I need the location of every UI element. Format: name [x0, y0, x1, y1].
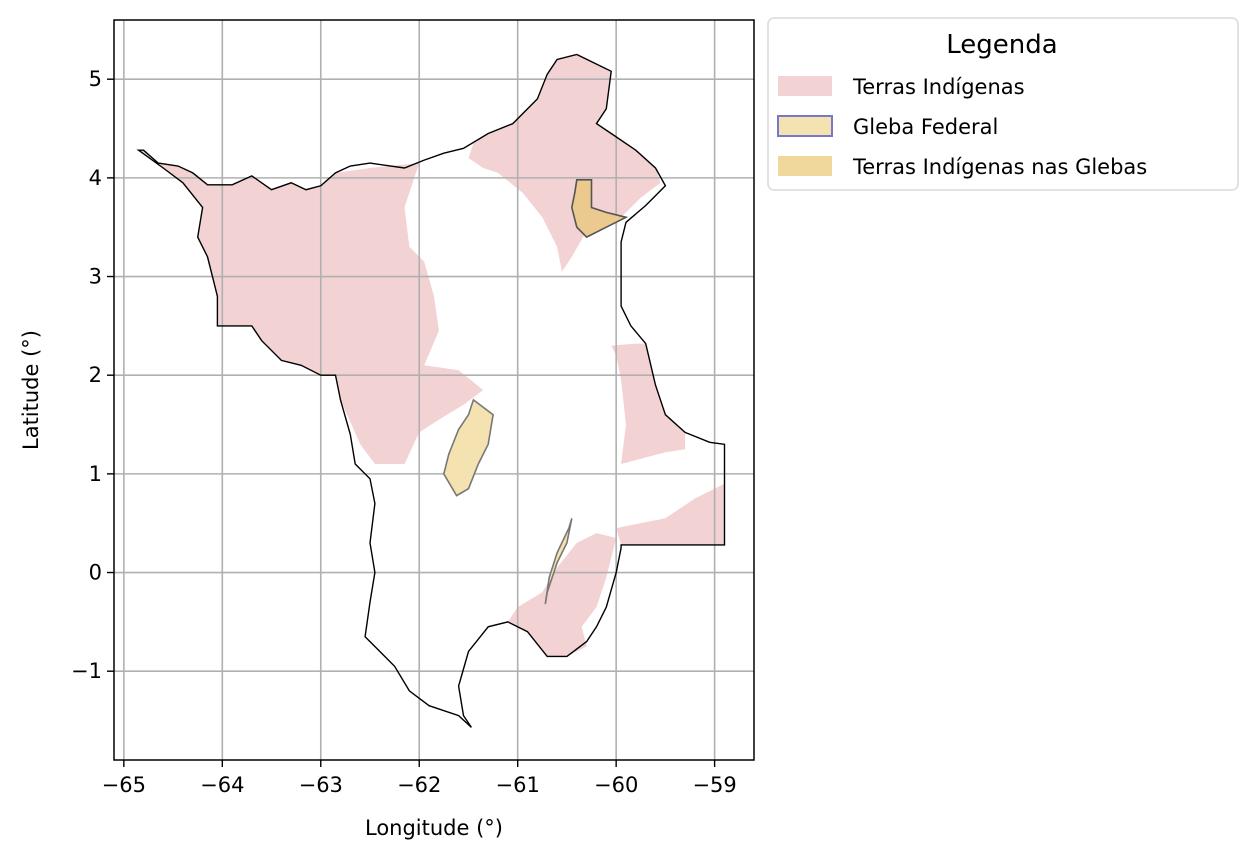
indigenous-land-south — [507, 533, 617, 657]
gleba-federal-south — [544, 518, 573, 605]
gridlines — [114, 20, 754, 760]
x-tick-label: −62 — [397, 773, 441, 797]
y-tick-label: −1 — [71, 659, 102, 683]
gleba-federal-north — [570, 179, 629, 239]
y-tick-label: 2 — [89, 363, 102, 387]
x-axis-title: Longitude (°) — [365, 816, 503, 840]
x-tick-label: −60 — [594, 773, 638, 797]
x-tick-label: −59 — [692, 773, 736, 797]
boundary-line — [136, 53, 726, 728]
x-axis-ticks: −65 −64 −63 −62 −61 −60 −59 — [102, 760, 737, 797]
legend-title: Legenda — [946, 30, 1057, 60]
legend-frame — [767, 17, 1239, 191]
gleba-federal-central — [442, 398, 494, 497]
y-tick-label: 4 — [89, 166, 102, 190]
legend-label-gleba: Gleba Federal — [853, 115, 998, 139]
x-tick-label: −65 — [102, 773, 146, 797]
legend-swatch-indigenous — [778, 76, 832, 96]
x-tick-label: −63 — [299, 773, 343, 797]
legend-label-indigenous-in-glebas: Terras Indígenas nas Glebas — [852, 155, 1147, 179]
legend-swatch-gleba — [777, 115, 833, 137]
y-tick-label: 0 — [89, 561, 102, 585]
y-axis-ticks: −1 0 1 2 3 4 5 — [71, 67, 114, 683]
indigenous-land-west — [138, 150, 484, 464]
map-overlays — [136, 53, 726, 728]
legend-swatch-indigenous-in-glebas — [778, 156, 832, 176]
x-tick-label: −64 — [200, 773, 244, 797]
indigenous-land-southeast — [616, 483, 725, 545]
indigenous-land-east — [611, 343, 686, 464]
legend: Legenda Terras Indígenas Gleba Federal T… — [767, 17, 1239, 191]
y-tick-label: 1 — [89, 462, 102, 486]
y-tick-label: 5 — [89, 67, 102, 91]
x-tick-label: −61 — [496, 773, 540, 797]
y-tick-label: 3 — [89, 265, 102, 289]
legend-label-indigenous: Terras Indígenas — [852, 75, 1025, 99]
plot-frame — [113, 19, 755, 761]
y-axis-title: Latitude (°) — [19, 330, 43, 450]
